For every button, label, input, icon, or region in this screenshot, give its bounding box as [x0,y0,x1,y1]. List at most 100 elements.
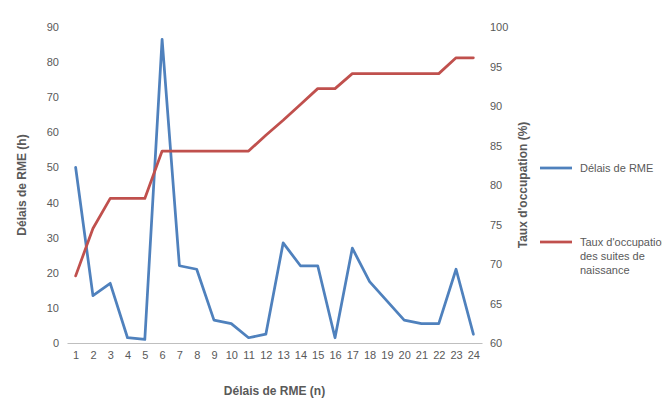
y2-axis: 60 65 70 75 80 85 90 95 100 [482,21,508,349]
tick-label: 2 [90,349,96,361]
tick: 60 [47,126,67,138]
tick-label: 18 [364,349,376,361]
x-axis-title: Délais de RME (n) [224,384,325,398]
y-axis: 0102030405060708090 [47,21,68,349]
legend-swatch [540,241,572,244]
tick-label: 75 [490,219,502,231]
series-line [76,58,474,276]
tick: 21 [416,343,428,361]
tick: 100 [482,21,508,33]
tick: 13 [278,343,290,361]
tick: 20 [47,267,67,279]
tick-label: 60 [47,126,59,138]
tick-label: 100 [490,21,508,33]
tick-label: 22 [433,349,445,361]
series-line [76,39,474,339]
axis-line [68,343,483,344]
tick: 12 [260,343,272,361]
tick: 10 [47,302,67,314]
tick: 10 [226,343,238,361]
tick-label: 8 [194,349,200,361]
tick-label: 90 [490,100,502,112]
tick: 9 [211,343,217,361]
tick-label: 1 [73,349,79,361]
tick-label: 5 [142,349,148,361]
tick-label: 19 [381,349,393,361]
tick-label: 16 [329,349,341,361]
tick: 60 [482,337,502,349]
tick-label: 20 [399,349,411,361]
tick-label: 4 [125,349,131,361]
y2-axis-title: Taux d'occupation (%) [516,122,530,249]
axis-line [67,28,68,344]
tick: 14 [295,343,307,361]
tick-label: 90 [47,21,59,33]
tick-label: 7 [177,349,183,361]
tick-label: 0 [53,337,59,349]
tick: 20 [399,343,411,361]
tick: 50 [47,161,67,173]
legend-item: Taux d'occupationdes suites denaissance [540,236,662,276]
tick: 70 [482,258,502,270]
tick: 8 [194,343,200,361]
tick: 18 [364,343,376,361]
tick-label: 10 [226,349,238,361]
tick: 6 [160,343,166,361]
tick-label: 17 [347,349,359,361]
tick-label: 50 [47,161,59,173]
tick: 80 [482,179,502,191]
tick: 40 [47,197,67,209]
tick: 75 [482,219,502,231]
tick: 24 [468,343,480,361]
tick: 0 [53,337,67,349]
tick-label: 85 [490,140,502,152]
tick-label: 15 [312,349,324,361]
tick: 30 [47,232,67,244]
tick-label: 70 [490,258,502,270]
tick-label: 80 [490,179,502,191]
series-group [76,39,474,339]
tick-label: 30 [47,232,59,244]
x-axis: 123456789101112131415161718192021222324 [68,343,483,361]
tick-label: 3 [108,349,114,361]
tick: 17 [347,343,359,361]
tick-label: 24 [468,349,480,361]
tick-label: 70 [47,91,59,103]
plot-area: 1234567891011121314151617181920212223240… [47,21,509,361]
tick: 1 [73,343,79,361]
tick: 19 [381,343,393,361]
y-axis-title: Délais de RME (h) [15,134,29,235]
tick: 7 [177,343,183,361]
tick-label: 12 [260,349,272,361]
tick: 95 [482,61,502,73]
legend-label: Taux d'occupationdes suites denaissance [580,236,662,276]
legend: Délais de RME Taux d'occupationdes suites… [540,162,662,276]
tick-label: 6 [160,349,166,361]
legend-item: Délais de RME [540,162,653,174]
tick-label: 13 [278,349,290,361]
tick-label: 23 [450,349,462,361]
tick-label: 11 [243,349,254,361]
tick: 65 [482,298,502,310]
axis-line [482,28,483,344]
tick: 5 [142,343,148,361]
tick: 23 [450,343,462,361]
tick: 85 [482,140,502,152]
tick-label: 40 [47,197,59,209]
tick: 3 [108,343,114,361]
tick-label: 65 [490,298,502,310]
chart: 1234567891011121314151617181920212223240… [0,0,662,409]
tick: 4 [125,343,131,361]
legend-swatch [540,167,572,170]
tick: 15 [312,343,324,361]
tick: 16 [329,343,341,361]
tick: 90 [482,100,502,112]
tick: 11 [243,343,254,361]
tick-label: 21 [416,349,428,361]
tick-label: 20 [47,267,59,279]
tick-label: 14 [295,349,307,361]
tick: 70 [47,91,67,103]
tick-label: 95 [490,61,502,73]
legend-label: Délais de RME [580,162,653,174]
tick-label: 60 [490,337,502,349]
